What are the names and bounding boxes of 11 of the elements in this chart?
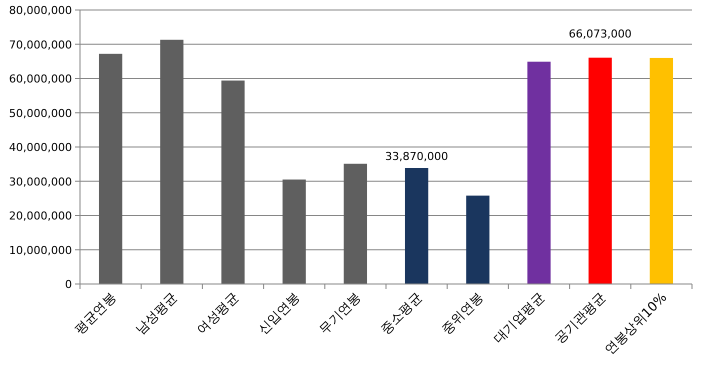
y-tick-label: 70,000,000: [9, 38, 72, 52]
y-tick-label: 10,000,000: [9, 244, 72, 257]
y-tick-label: 30,000,000: [9, 175, 72, 188]
data-label: 33,870,000: [385, 150, 448, 163]
y-tick-label: 80,000,000: [9, 4, 72, 17]
y-tick-label: 60,000,000: [9, 72, 72, 86]
y-tick-label: 40,000,000: [9, 141, 72, 154]
y-tick-label: 20,000,000: [9, 210, 72, 222]
y-tick-label: 0: [65, 278, 72, 291]
data-label: 66,073,000: [568, 28, 632, 41]
y-tick-label: 50,000,000: [9, 106, 72, 120]
